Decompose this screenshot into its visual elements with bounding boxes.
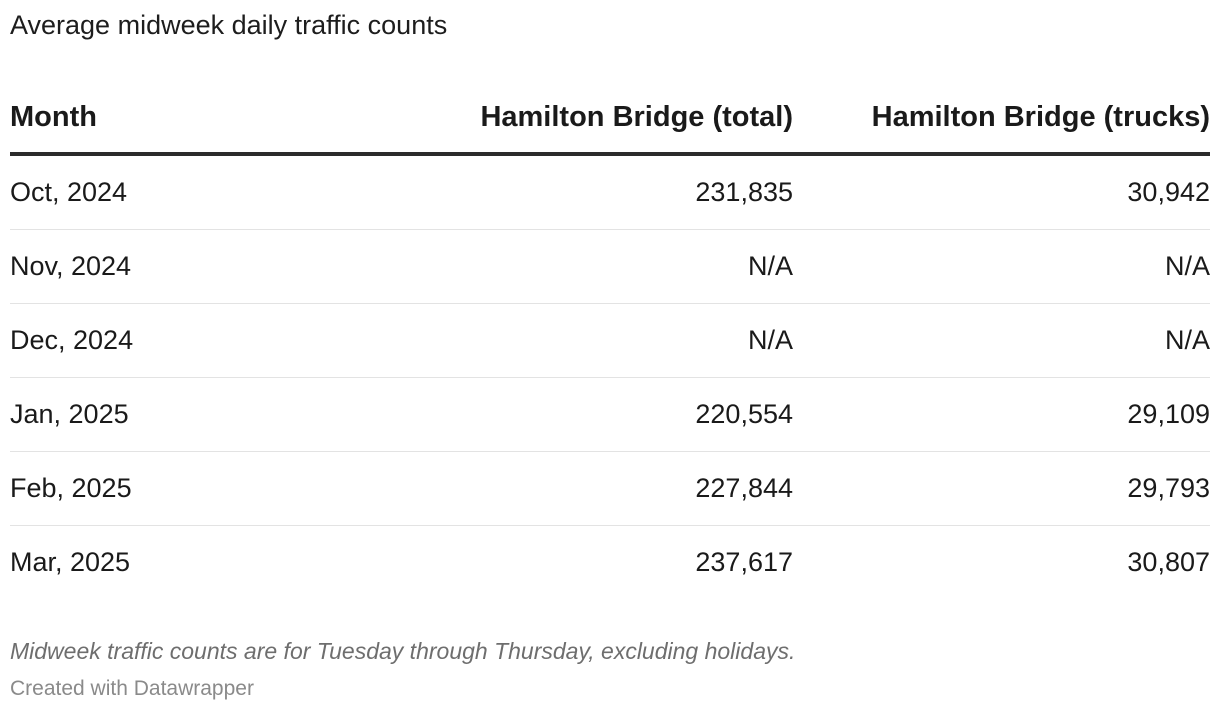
column-header-trucks[interactable]: Hamilton Bridge (trucks) <box>793 82 1210 156</box>
cell-trucks: 30,807 <box>1127 547 1210 577</box>
table-row: Oct, 2024 231,835 30,942 <box>10 154 1210 230</box>
cell-total: N/A <box>410 229 793 304</box>
cell-total: 231,835 <box>410 154 793 230</box>
cell-month: Jan, 2025 <box>10 377 410 452</box>
table-row: Dec, 2024 N/A N/A <box>10 303 1210 378</box>
cell-trucks: N/A <box>793 303 1210 378</box>
cell-trucks: 30,942 <box>793 154 1210 230</box>
chart-title: Average midweek daily traffic counts <box>10 10 448 40</box>
cell-total: 227,844 <box>410 451 793 526</box>
cell-total: N/A <box>410 303 793 378</box>
cell-trucks: 29,109 <box>793 377 1210 452</box>
table-row: Jan, 2025 220,554 29,109 <box>10 377 1210 452</box>
chart-notes: Midweek traffic counts are for Tuesday t… <box>10 638 796 664</box>
cell-trucks: 29,793 <box>793 451 1210 526</box>
credit-link[interactable]: Created with Datawrapper <box>10 677 254 700</box>
cell-total: 237,617 <box>695 547 793 577</box>
column-header-month[interactable]: Month <box>10 82 410 156</box>
cell-month: Mar, 2025 <box>10 547 131 577</box>
table-row: Mar, 2025 237,617 30,807 <box>10 526 1210 600</box>
column-header-total[interactable]: Hamilton Bridge (total) <box>410 82 793 156</box>
cell-month: Feb, 2025 <box>10 451 410 526</box>
table-row: Nov, 2024 N/A N/A <box>10 229 1210 304</box>
cell-total: 220,554 <box>410 377 793 452</box>
cell-month: Nov, 2024 <box>10 229 410 304</box>
table-row: Feb, 2025 227,844 29,793 <box>10 451 1210 526</box>
data-table: Month Hamilton Bridge (total) Hamilton B… <box>10 82 1210 599</box>
cell-month: Oct, 2024 <box>10 154 410 230</box>
cell-trucks: N/A <box>793 229 1210 304</box>
cell-month: Dec, 2024 <box>10 303 410 378</box>
header-row: Month Hamilton Bridge (total) Hamilton B… <box>10 82 1210 156</box>
